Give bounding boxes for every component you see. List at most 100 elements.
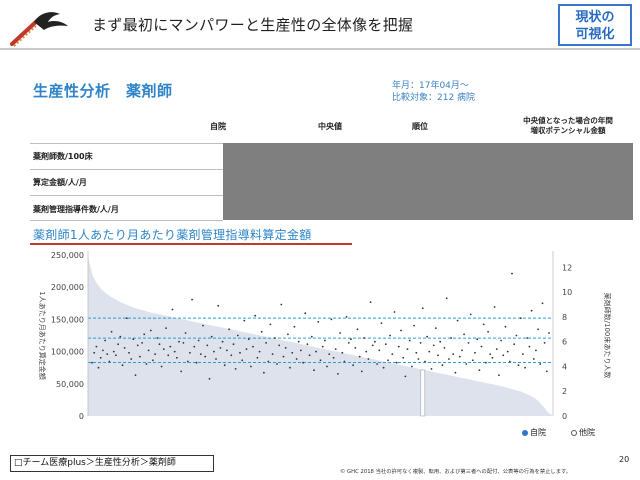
data-point	[176, 356, 178, 359]
data-point	[491, 356, 494, 359]
data-point	[402, 356, 405, 359]
header-divider	[0, 48, 640, 50]
data-point	[291, 351, 294, 354]
data-point	[415, 351, 418, 354]
data-point	[245, 348, 248, 350]
data-point	[524, 366, 526, 369]
y-tick-label: 0	[79, 412, 84, 421]
data-point	[474, 351, 476, 354]
data-point	[428, 350, 431, 353]
data-point	[171, 308, 174, 311]
data-point	[228, 328, 231, 331]
data-point	[300, 349, 302, 352]
company-logo	[10, 12, 68, 47]
y2-tick-label: 10	[562, 288, 572, 297]
data-point	[95, 345, 98, 348]
y2-tick-label: 2	[562, 387, 567, 396]
potential-header-line-2: 増収ポテンシャル金額	[530, 126, 606, 135]
legend-other-marker	[571, 429, 577, 436]
data-point	[354, 347, 357, 349]
data-point	[326, 365, 328, 368]
data-point	[210, 335, 213, 338]
data-point	[97, 366, 100, 369]
data-point	[337, 373, 339, 375]
data-point	[478, 369, 481, 372]
data-point	[404, 375, 407, 378]
data-point	[434, 327, 437, 329]
data-point	[480, 345, 483, 348]
data-point	[469, 313, 472, 316]
data-point	[147, 349, 150, 352]
data-point	[515, 334, 518, 337]
data-point	[278, 344, 281, 347]
column-header-own: 自院	[210, 122, 226, 131]
data-point	[384, 343, 387, 346]
data-point	[519, 317, 522, 320]
data-point	[530, 309, 533, 312]
data-point	[443, 347, 446, 349]
data-point	[485, 361, 487, 364]
data-point	[391, 353, 394, 355]
scatter-chart: 250,000 200,000 150,000 100,000 50,000 0 12 10 8…	[38, 251, 612, 421]
data-point	[199, 353, 202, 355]
data-point	[256, 356, 259, 359]
data-point	[411, 365, 413, 368]
chart-title: 薬剤師1人あたり月あたり薬剤管理指導料算定金額	[33, 228, 312, 242]
data-point	[215, 358, 217, 360]
data-point	[535, 349, 537, 352]
data-point	[195, 361, 198, 364]
data-point	[208, 377, 211, 380]
data-point	[219, 347, 222, 349]
data-point	[502, 354, 505, 357]
data-point	[149, 329, 152, 332]
data-point	[371, 344, 374, 347]
data-point	[526, 337, 529, 339]
data-point	[152, 359, 154, 362]
data-point	[380, 322, 383, 324]
data-point	[158, 343, 161, 346]
data-point	[145, 363, 148, 365]
data-point	[500, 339, 502, 342]
distribution-area-layer	[88, 256, 553, 417]
table-divider	[30, 195, 223, 196]
data-point	[465, 363, 468, 365]
data-point	[304, 312, 307, 315]
data-point	[104, 339, 106, 342]
data-point	[441, 364, 444, 367]
data-point	[221, 340, 224, 343]
data-point	[284, 347, 287, 349]
data-point	[458, 355, 461, 358]
column-header-rank: 順位	[412, 122, 428, 131]
data-point	[517, 364, 520, 367]
data-point	[206, 344, 209, 347]
comparison-count: 比較対象：212 病院	[392, 93, 476, 103]
y-tick-label: 150,000	[51, 315, 84, 324]
data-point	[306, 343, 309, 346]
row-label-pharmacists: 薬剤師数/100床	[33, 152, 93, 161]
data-point	[367, 358, 370, 360]
axis-layer: 250,000 200,000 150,000 100,000 50,000 0 12 10 8…	[38, 251, 612, 421]
data-point	[532, 358, 535, 360]
data-point	[498, 374, 500, 376]
data-point	[302, 361, 304, 364]
data-point	[356, 328, 359, 331]
data-point	[452, 353, 455, 355]
data-point	[173, 350, 176, 353]
data-point	[489, 353, 492, 355]
data-point	[382, 366, 385, 369]
data-point	[165, 327, 167, 329]
data-point	[350, 338, 352, 341]
data-point	[448, 358, 450, 360]
potential-header-line-1: 中央値となった場合の年間	[523, 116, 613, 125]
legend-other: 他院	[571, 427, 595, 438]
data-point	[541, 302, 544, 305]
data-point	[463, 333, 465, 336]
badge-line-1: 現状の	[575, 10, 615, 25]
data-point	[408, 339, 411, 342]
data-point	[393, 311, 396, 313]
data-point	[241, 359, 244, 362]
data-point	[548, 332, 550, 334]
data-point	[400, 329, 402, 332]
data-point	[482, 323, 485, 326]
